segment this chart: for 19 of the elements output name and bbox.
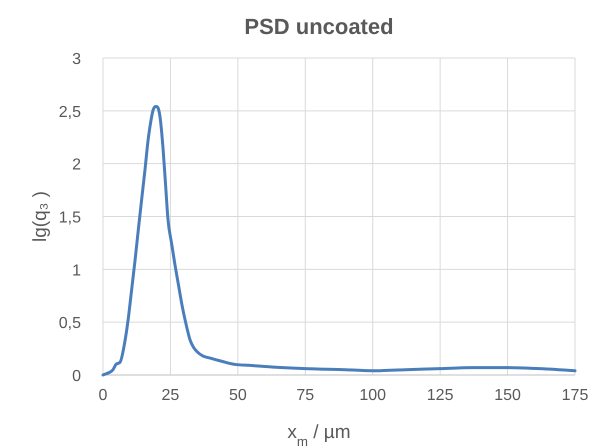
y-tick-label: 0,5 <box>58 315 82 332</box>
x-axis-title: x$_{m}$ / µm <box>287 422 351 448</box>
x-tick-label: 75 <box>296 387 314 404</box>
x-tick-label: 0 <box>98 387 108 404</box>
line-series <box>102 105 576 376</box>
y-tick-label: 2 <box>72 156 82 174</box>
x-tick-label: 100 <box>359 387 386 404</box>
y-tick-label: 0 <box>72 368 82 385</box>
y-axis-title: lg(q₃ ) <box>30 190 51 242</box>
x-tick-label: 50 <box>228 387 247 404</box>
chart-title: PSD uncoated <box>244 14 394 39</box>
x-tick-label: 175 <box>562 387 588 404</box>
y-tick-label: 3 <box>72 51 82 68</box>
x-tick-label: 125 <box>426 387 454 404</box>
y-tick-label: 1 <box>72 262 82 280</box>
x-tick-label: 25 <box>162 387 180 404</box>
x-tick-label: 150 <box>494 387 522 404</box>
y-tick-label: 2,5 <box>58 104 82 121</box>
y-tick-label: 1,5 <box>58 210 82 226</box>
